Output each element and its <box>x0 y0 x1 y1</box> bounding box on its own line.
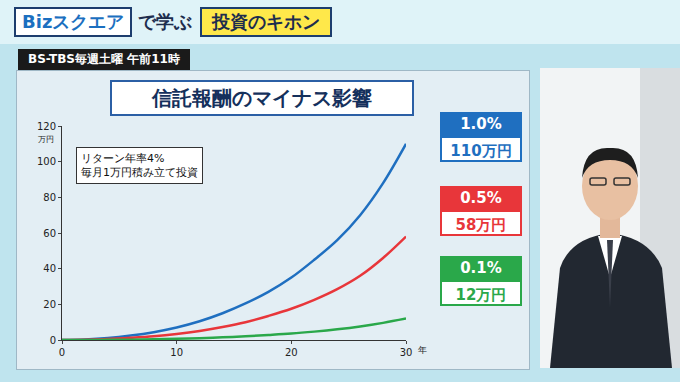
svg-text:リターン年率4%毎月1万円積み立て投資: リターン年率4%毎月1万円積み立て投資 <box>81 152 198 179</box>
html-text:1.0%: 1.0% <box>460 115 502 133</box>
svg-text:80: 80 <box>43 192 56 203</box>
svg-text:年: 年 <box>418 345 427 355</box>
svg-text:20: 20 <box>285 347 298 358</box>
html-text:Bizスクエア: Bizスクエア <box>22 11 125 32</box>
svg-text:30: 30 <box>400 347 413 358</box>
html-text:110万円: 110万円 <box>450 142 512 160</box>
html-text:0.5%: 0.5% <box>460 189 502 207</box>
svg-text:60: 60 <box>43 228 56 239</box>
svg-text:40: 40 <box>43 263 56 274</box>
svg-text:100: 100 <box>37 156 56 167</box>
svg-text:20: 20 <box>43 299 56 310</box>
svg-text:0: 0 <box>50 335 56 346</box>
html-text:12万円: 12万円 <box>455 286 507 304</box>
svg-text:120: 120 <box>37 121 56 132</box>
html-text:0.1%: 0.1% <box>460 259 502 277</box>
html-text:で学ぶ: で学ぶ <box>138 11 193 32</box>
svg-text:10: 10 <box>170 347 183 358</box>
html-text:58万円: 58万円 <box>455 216 507 234</box>
html-text:BS-TBS毎週土曜 午前11時: BS-TBS毎週土曜 午前11時 <box>28 52 180 66</box>
html-text:投資のキホン: 投資のキホン <box>212 11 321 32</box>
html-text:信託報酬のマイナス影響: 信託報酬のマイナス影響 <box>152 86 372 110</box>
svg-text:0: 0 <box>59 347 65 358</box>
svg-text:万円: 万円 <box>38 135 54 144</box>
